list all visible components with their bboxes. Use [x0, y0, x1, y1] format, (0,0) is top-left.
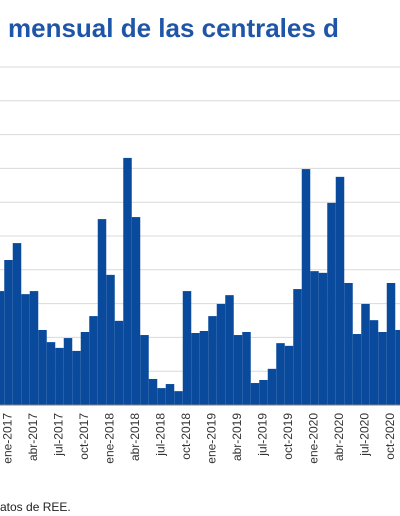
- chart-title: mensual de las centrales d: [8, 13, 339, 43]
- bar: [242, 331, 251, 405]
- x-tick-label: abr-2017: [26, 413, 40, 461]
- x-tick-label: abr-2020: [332, 413, 346, 461]
- x-tick-label: abr-2018: [128, 413, 142, 461]
- bar: [225, 295, 234, 405]
- bar: [310, 271, 319, 405]
- bar: [250, 383, 260, 405]
- bar: [199, 330, 209, 405]
- bar: [80, 331, 90, 405]
- bar: [140, 335, 149, 405]
- bar: [361, 303, 370, 405]
- x-tick-label: ene-2019: [205, 413, 219, 464]
- source-note: atos de REE.: [0, 500, 71, 514]
- x-tick-label: ene-2017: [1, 413, 15, 464]
- x-tick-label: oct-2017: [77, 413, 91, 460]
- bar: [344, 282, 353, 405]
- bar: [0, 291, 5, 405]
- bar: [12, 243, 22, 405]
- bar: [148, 378, 158, 405]
- x-tick-label: jul-2019: [256, 413, 270, 457]
- x-tick-label: oct-2020: [383, 413, 397, 460]
- bar: [335, 176, 345, 405]
- x-tick-label: ene-2020: [307, 413, 321, 464]
- bar: [301, 169, 311, 405]
- bar: [267, 368, 277, 405]
- bar: [38, 329, 47, 405]
- bar: [352, 334, 362, 405]
- bar: [182, 291, 192, 405]
- bar: [131, 217, 141, 405]
- bar: [395, 329, 400, 405]
- bar: [29, 291, 39, 405]
- bar: [63, 338, 73, 405]
- x-tick-label: oct-2018: [179, 413, 193, 460]
- bar: [191, 333, 200, 405]
- bar: [208, 316, 217, 405]
- bar: [106, 274, 115, 405]
- bar: [97, 219, 107, 405]
- x-tick-label: jul-2020: [358, 413, 372, 457]
- bar: [386, 282, 396, 405]
- bar: [4, 259, 13, 405]
- bar: [293, 289, 302, 405]
- bar: [21, 294, 30, 405]
- bar: [174, 391, 183, 405]
- bar: [55, 347, 64, 405]
- x-tick-label: abr-2019: [230, 413, 244, 461]
- bar: [46, 342, 56, 405]
- bar: [327, 202, 336, 405]
- bar: [123, 157, 132, 405]
- bar: [89, 316, 98, 405]
- bar: [259, 379, 268, 405]
- bar: [276, 343, 285, 405]
- bar: [284, 345, 294, 405]
- bar: [157, 388, 166, 405]
- x-tick-label: oct-2019: [281, 413, 295, 460]
- x-tick-label: jul-2017: [52, 413, 66, 457]
- bar: [369, 320, 379, 405]
- bar: [233, 335, 243, 405]
- bar: [72, 350, 81, 405]
- bar: [165, 384, 175, 405]
- bar: [318, 272, 328, 405]
- bar: [114, 320, 124, 405]
- bar: [378, 331, 387, 405]
- x-tick-label: ene-2018: [103, 413, 117, 464]
- x-tick-label: jul-2018: [154, 413, 168, 457]
- bar: [216, 303, 226, 405]
